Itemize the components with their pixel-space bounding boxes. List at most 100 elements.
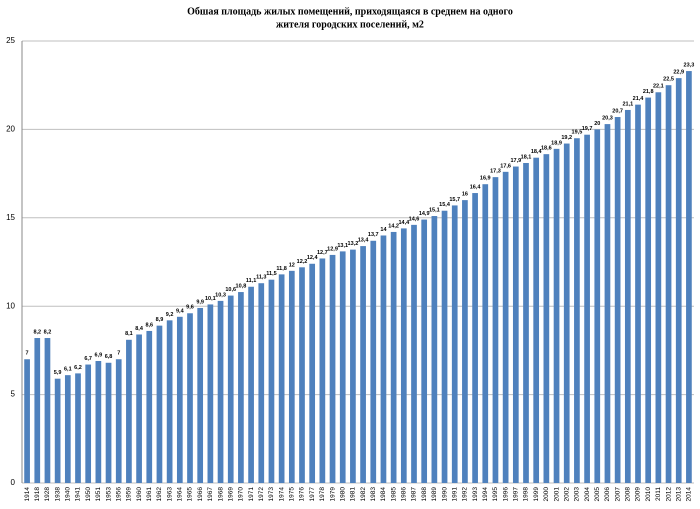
x-tick-label: 1956: [115, 487, 122, 502]
x-tick-label: 2003: [574, 487, 581, 502]
value-label: 12: [289, 262, 295, 268]
x-tick-label: 1984: [380, 487, 387, 502]
x-tick-label: 1964: [177, 487, 184, 502]
x-tick-label: 1914: [24, 487, 31, 502]
bar: [574, 138, 580, 484]
x-tick-label: 1963: [166, 487, 173, 502]
value-label: 20: [594, 121, 600, 127]
x-tick-label: 1968: [217, 487, 224, 502]
value-label: 21,4: [633, 96, 645, 102]
bar: [146, 330, 153, 483]
bar: [462, 200, 468, 483]
x-tick-label: 1980: [339, 487, 346, 502]
value-label: 9,6: [186, 305, 194, 311]
value-label: 19,5: [572, 130, 583, 136]
bar: [207, 304, 214, 483]
x-tick-label: 1976: [299, 487, 306, 502]
x-tick-label: 1953: [105, 487, 112, 502]
value-label: 19,7: [582, 126, 593, 132]
bar: [217, 300, 224, 483]
bar: [482, 184, 489, 483]
x-tick-label: 1938: [54, 487, 61, 502]
value-label: 13,4: [358, 238, 370, 244]
bar: [472, 193, 478, 483]
bar: [156, 325, 163, 483]
bar: [309, 263, 316, 483]
value-label: 10,3: [215, 292, 226, 298]
value-label: 18,1: [521, 154, 532, 160]
bar: [278, 274, 285, 483]
value-label: 11,8: [276, 266, 286, 272]
x-tick-label: 1971: [248, 487, 255, 502]
bar: [136, 334, 142, 483]
bar: [64, 375, 71, 483]
value-label: 17,9: [510, 158, 521, 164]
y-tick-label: 0: [11, 478, 16, 487]
x-tick-label: 1960: [136, 487, 143, 502]
value-label: 16,4: [470, 185, 482, 191]
value-label: 22,9: [673, 70, 684, 76]
bar: [95, 361, 102, 483]
value-label: 7: [26, 351, 29, 357]
bar: [624, 109, 631, 484]
chart-title: жителя городских поселений, м2: [276, 19, 424, 30]
bar: [105, 362, 112, 483]
x-tick-label: 1997: [513, 487, 520, 502]
value-label: 12,9: [327, 246, 338, 252]
value-label: 6,7: [84, 356, 92, 362]
value-label: 12,7: [317, 250, 328, 256]
bar: [248, 286, 254, 483]
bar: [268, 279, 275, 483]
bar: [44, 338, 51, 483]
bar: [604, 124, 611, 483]
value-label: 8,1: [125, 331, 133, 337]
bar: [360, 246, 366, 483]
x-tick-label: 1961: [146, 487, 153, 502]
y-tick-label: 5: [11, 390, 16, 399]
value-label: 14,2: [388, 223, 399, 229]
value-label: 8,6: [145, 322, 153, 328]
x-tick-label: 1987: [411, 487, 418, 502]
bar: [431, 216, 438, 484]
bar: [115, 359, 122, 483]
value-label: 10,8: [236, 284, 247, 290]
value-label: 20,7: [612, 108, 623, 114]
x-tick-label: 1975: [289, 487, 296, 502]
x-tick-label: 2005: [594, 487, 601, 502]
value-label: 16,9: [480, 176, 491, 182]
x-tick-label: 2007: [614, 487, 621, 502]
value-label: 8,9: [156, 317, 164, 323]
bar: [451, 205, 458, 483]
x-tick-label: 2000: [543, 487, 550, 502]
value-label: 11,5: [266, 271, 276, 277]
x-tick-label: 1994: [482, 487, 489, 502]
bar: [411, 224, 417, 483]
x-tick-label: 1985: [390, 487, 397, 502]
value-label: 13,7: [368, 232, 379, 238]
x-tick-label: 2008: [625, 487, 632, 502]
bar: [238, 292, 244, 483]
bar: [197, 307, 204, 483]
chart-title: Обшая площадь жилых помещений, приходяща…: [187, 6, 513, 17]
value-label: 7: [117, 351, 120, 357]
x-tick-label: 1950: [85, 487, 92, 502]
bar: [350, 249, 356, 483]
value-label: 21,8: [643, 89, 654, 95]
x-tick-label: 1967: [207, 487, 214, 502]
y-tick-label: 15: [6, 213, 15, 222]
bar: [54, 378, 61, 483]
x-tick-label: 1918: [34, 487, 41, 502]
value-label: 6,1: [64, 367, 72, 373]
x-tick-label: 1983: [370, 487, 377, 502]
bar: [319, 258, 326, 483]
value-label: 18,6: [541, 146, 552, 152]
x-tick-label: 1940: [65, 487, 72, 502]
bar: [24, 359, 30, 483]
value-label: 9,2: [166, 312, 174, 318]
x-tick-label: 1982: [360, 487, 367, 502]
value-label: 18,4: [531, 149, 543, 155]
bar: [176, 316, 183, 483]
bar: [523, 162, 529, 483]
value-label: 14,9: [419, 211, 430, 217]
value-label: 20,3: [602, 116, 613, 122]
